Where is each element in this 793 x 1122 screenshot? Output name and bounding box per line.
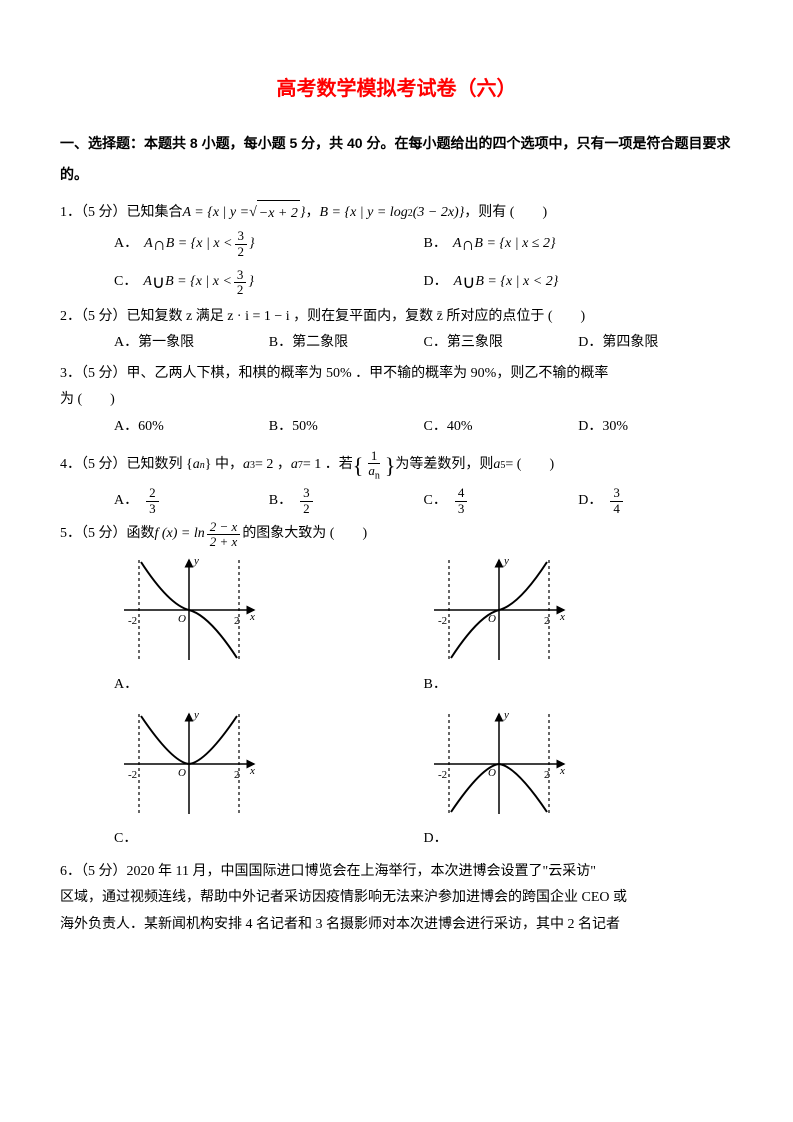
q6-l1: 6．（5 分）2020 年 11 月，中国国际进口博览会在上海举行，本次进博会设…	[60, 859, 733, 886]
brace-icon: { 1an }	[353, 445, 396, 487]
svg-text:-2: -2	[438, 769, 447, 781]
question-4: 4．（5 分）已知数列 { an } 中， a3 = 2 ， a7 = 1 ．若…	[60, 445, 733, 516]
page-title: 高考数学模拟考试卷（六）	[60, 70, 733, 108]
q3-stem2: 为 ( )	[60, 387, 733, 414]
svg-text:2: 2	[234, 769, 240, 781]
q3-opt-A[interactable]: A．60%	[114, 414, 269, 441]
q4-opt-B[interactable]: B．32	[269, 486, 424, 516]
q1-A-def-pre: A = {x | y =	[183, 200, 250, 227]
q2-stem: 2．（5 分）已知复数 z 满足 z · i = 1 − i ，则在复平面内，复…	[60, 304, 733, 331]
svg-text:y: y	[503, 555, 509, 567]
intersection-icon: ∩	[461, 227, 474, 261]
svg-text:O: O	[178, 767, 186, 779]
q3-opt-D[interactable]: D．30%	[578, 414, 733, 441]
q4-pre: 4．（5 分）已知数列 {	[60, 452, 193, 479]
q3-opt-B[interactable]: B．50%	[269, 414, 424, 441]
section-heading: 一、选择题：本题共 8 小题，每小题 5 分，共 40 分。在每小题给出的四个选…	[60, 128, 733, 190]
q2-opt-D[interactable]: D．第四象限	[578, 330, 733, 357]
q5-label-A: A．	[114, 672, 138, 699]
graph-D-svg: y x O -2 2	[424, 704, 574, 824]
q5-pre: 5．（5 分）函数	[60, 521, 155, 548]
svg-text:y: y	[503, 709, 509, 721]
graph-B-svg: y x O -2 2	[424, 550, 574, 670]
union-icon: ∪	[462, 265, 475, 299]
q5-graph-D[interactable]: y x O -2 2 D．	[424, 704, 734, 853]
q5-graph-C[interactable]: y x O -2 2 C．	[114, 704, 424, 853]
question-3: 3．（5 分）甲、乙两人下棋，和棋的概率为 50% ．甲不输的概率为 90%，则…	[60, 361, 733, 441]
svg-text:y: y	[193, 555, 199, 567]
svg-text:2: 2	[544, 615, 550, 627]
comma: ，	[305, 200, 319, 227]
svg-text:x: x	[559, 765, 565, 777]
q6-l3: 海外负责人．某新闻机构安排 4 名记者和 3 名摄影师对本次进博会进行采访，其中…	[60, 912, 733, 939]
question-5: 5．（5 分）函数 f (x) = ln 2 − x2 + x 的图象大致为 (…	[60, 520, 733, 853]
question-2: 2．（5 分）已知复数 z 满足 z · i = 1 − i ，则在复平面内，复…	[60, 304, 733, 357]
q3-opt-C[interactable]: C．40%	[424, 414, 579, 441]
union-icon: ∪	[152, 265, 165, 299]
q5-label-D: D．	[424, 826, 448, 853]
svg-text:-2: -2	[438, 615, 447, 627]
q1-opt-C[interactable]: C． A ∪ B = {x | x < 32 }	[114, 265, 424, 299]
q4-opt-A[interactable]: A．23	[114, 486, 269, 516]
svg-text:-2: -2	[128, 615, 137, 627]
q6-l2: 区域，通过视频连线，帮助中外记者采访因疫情影响无法来沪参加进博会的跨国企业 CE…	[60, 885, 733, 912]
q5-graph-B[interactable]: y x O -2 2 B．	[424, 550, 734, 699]
q1-stem-post: ，则有 ( )	[464, 200, 547, 227]
q5-label-C: C．	[114, 826, 137, 853]
svg-text:y: y	[193, 709, 199, 721]
svg-text:O: O	[488, 613, 496, 625]
svg-text:x: x	[249, 765, 255, 777]
q1-opt-D[interactable]: D． A ∪ B = {x | x < 2}	[424, 265, 734, 299]
question-1: 1．（5 分）已知集合 A = {x | y = √−x + 2 } ， B =…	[60, 200, 733, 300]
q4-opt-C[interactable]: C．43	[424, 486, 579, 516]
q5-label-B: B．	[424, 672, 447, 699]
svg-text:O: O	[178, 613, 186, 625]
q2-opt-C[interactable]: C．第三象限	[424, 330, 579, 357]
graph-C-svg: y x O -2 2	[114, 704, 264, 824]
q2-opt-B[interactable]: B．第二象限	[269, 330, 424, 357]
svg-text:x: x	[249, 611, 255, 623]
q1-B-arg: (3 − 2x)}	[413, 200, 465, 227]
sqrt-icon: √−x + 2	[249, 200, 300, 228]
q4-opt-D[interactable]: D．34	[578, 486, 733, 516]
q1-opt-B[interactable]: B． A ∩ B = {x | x ≤ 2}	[424, 227, 734, 261]
q2-opt-A[interactable]: A．第一象限	[114, 330, 269, 357]
intersection-icon: ∩	[153, 227, 166, 261]
svg-text:O: O	[488, 767, 496, 779]
graph-A-svg: y x O -2 2	[114, 550, 264, 670]
q3-stem: 3．（5 分）甲、乙两人下棋，和棋的概率为 50% ．甲不输的概率为 90%，则…	[60, 361, 733, 388]
svg-text:-2: -2	[128, 769, 137, 781]
question-6: 6．（5 分）2020 年 11 月，中国国际进口博览会在上海举行，本次进博会设…	[60, 859, 733, 939]
q1-opt-A[interactable]: A． A ∩ B = {x | x < 32 }	[114, 227, 424, 261]
svg-text:2: 2	[544, 769, 550, 781]
q1-B-def: B = {x | y = log	[319, 200, 407, 227]
q5-graph-A[interactable]: y x O -2 2 A．	[114, 550, 424, 699]
q1-stem-pre: 1．（5 分）已知集合	[60, 200, 183, 227]
svg-text:2: 2	[234, 615, 240, 627]
svg-text:x: x	[559, 611, 565, 623]
